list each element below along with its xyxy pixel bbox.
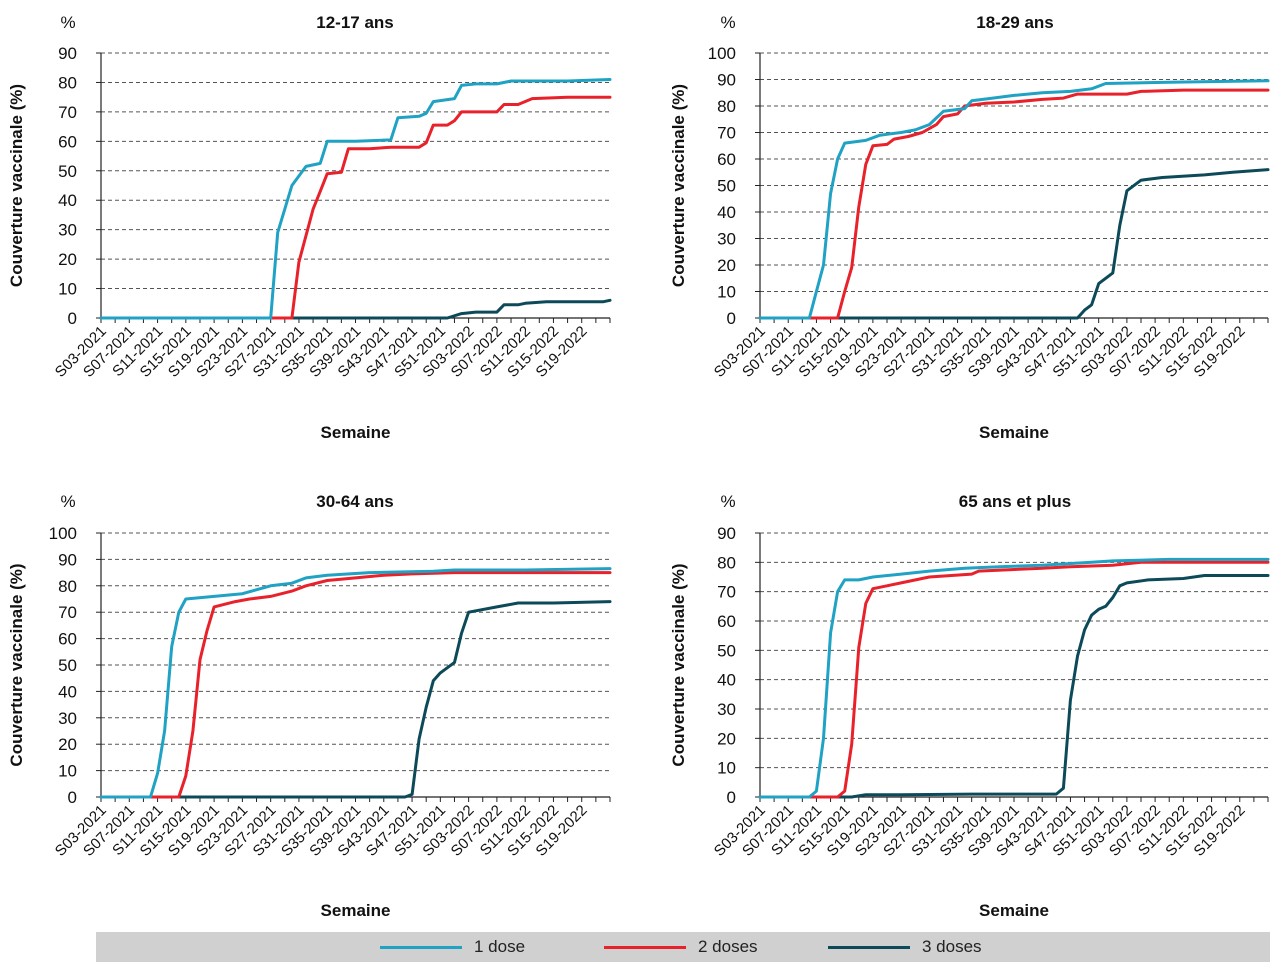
y-tick-label: 50 — [58, 656, 77, 675]
series-line-dose2 — [99, 95, 612, 320]
chart-panel-3: 30-64 ans% Couverture vaccinale (%) Semain… — [7, 492, 612, 920]
chart-panel-4: 65 ans et plus% Couverture vaccinale (%) S… — [669, 492, 1270, 920]
y-tick-label: 40 — [58, 682, 77, 701]
legend: 1 dose 2 doses 3 doses — [96, 932, 1270, 962]
series-line-dose1 — [99, 78, 612, 320]
series-line-dose3 — [99, 298, 612, 320]
chart-panel-1: 12-17 ans% Couverture vaccinale (%) Semain… — [7, 13, 612, 442]
chart-panel-2: 18-29 ans% Couverture vaccinale (%) Semain… — [669, 13, 1270, 442]
legend-swatch-dose1 — [380, 945, 462, 949]
y-tick-label: 50 — [717, 641, 736, 660]
y-tick-label: 20 — [58, 735, 77, 754]
y-tick-label: 90 — [58, 550, 77, 569]
y-tick-label: 30 — [717, 700, 736, 719]
series-line-dose3 — [758, 574, 1270, 799]
legend-item-dose3: 3 doses — [828, 936, 982, 958]
y-axis-label: Couverture vaccinale (%) — [669, 84, 688, 287]
y-tick-label: 70 — [58, 603, 77, 622]
series-line-dose2 — [758, 560, 1270, 799]
y-tick-label: 90 — [717, 524, 736, 543]
y-axis-label: Couverture vaccinale (%) — [7, 563, 26, 766]
y-unit-label: % — [60, 492, 75, 511]
chart-title: 30-64 ans — [316, 492, 394, 511]
legend-item-dose2: 2 doses — [604, 936, 758, 958]
series-line-dose1 — [758, 557, 1270, 799]
y-tick-label: 0 — [727, 788, 736, 807]
y-unit-label: % — [720, 492, 735, 511]
y-tick-label: 50 — [58, 162, 77, 181]
y-tick-label: 70 — [717, 583, 736, 602]
y-tick-label: 20 — [58, 250, 77, 269]
y-tick-label: 90 — [58, 44, 77, 63]
series-line-dose3 — [99, 600, 612, 799]
series-line-dose2 — [758, 88, 1270, 320]
y-tick-label: 60 — [58, 630, 77, 649]
y-tick-label: 20 — [717, 256, 736, 275]
series-line-dose3 — [758, 168, 1270, 320]
y-tick-label: 10 — [58, 280, 77, 299]
y-tick-label: 100 — [708, 44, 736, 63]
series-line-dose1 — [99, 567, 612, 799]
x-axis-label: Semaine — [321, 901, 391, 920]
series-line-dose1 — [758, 79, 1270, 320]
y-tick-label: 0 — [727, 309, 736, 328]
y-tick-label: 80 — [58, 577, 77, 596]
y-tick-label: 70 — [717, 124, 736, 143]
y-tick-label: 80 — [717, 553, 736, 572]
y-tick-label: 40 — [717, 671, 736, 690]
chart-title: 65 ans et plus — [959, 492, 1071, 511]
x-axis-label: Semaine — [979, 901, 1049, 920]
y-tick-label: 0 — [68, 309, 77, 328]
y-tick-label: 30 — [717, 230, 736, 249]
y-axis-label: Couverture vaccinale (%) — [669, 563, 688, 766]
chart-title: 18-29 ans — [976, 13, 1054, 32]
x-axis-label: Semaine — [321, 423, 391, 442]
y-tick-label: 60 — [717, 150, 736, 169]
charts-svg: 12-17 ans% Couverture vaccinale (%) Semain… — [7, 13, 1270, 920]
legend-item-dose1: 1 dose — [380, 936, 525, 958]
y-tick-label: 60 — [717, 612, 736, 631]
legend-label-dose2: 2 doses — [698, 937, 758, 956]
y-tick-label: 20 — [717, 729, 736, 748]
y-tick-label: 80 — [717, 97, 736, 116]
legend-swatch-dose3 — [828, 945, 910, 949]
y-axis-label: Couverture vaccinale (%) — [7, 84, 26, 287]
y-tick-label: 40 — [58, 191, 77, 210]
y-tick-label: 100 — [49, 524, 77, 543]
y-tick-label: 70 — [58, 103, 77, 122]
y-tick-label: 30 — [58, 221, 77, 240]
y-tick-label: 40 — [717, 203, 736, 222]
legend-swatch-dose2 — [604, 945, 686, 949]
y-tick-label: 10 — [717, 759, 736, 778]
series-line-dose2 — [99, 571, 612, 799]
y-tick-label: 80 — [58, 73, 77, 92]
y-unit-label: % — [720, 13, 735, 32]
legend-label-dose3: 3 doses — [922, 937, 982, 956]
y-tick-label: 50 — [717, 177, 736, 196]
y-tick-label: 90 — [717, 71, 736, 90]
x-axis-label: Semaine — [979, 423, 1049, 442]
y-tick-label: 10 — [717, 283, 736, 302]
y-tick-label: 60 — [58, 132, 77, 151]
legend-label-dose1: 1 dose — [474, 937, 526, 956]
y-tick-label: 0 — [68, 788, 77, 807]
chart-title: 12-17 ans — [316, 13, 394, 32]
y-unit-label: % — [60, 13, 75, 32]
y-tick-label: 30 — [58, 709, 77, 728]
y-tick-label: 10 — [58, 762, 77, 781]
